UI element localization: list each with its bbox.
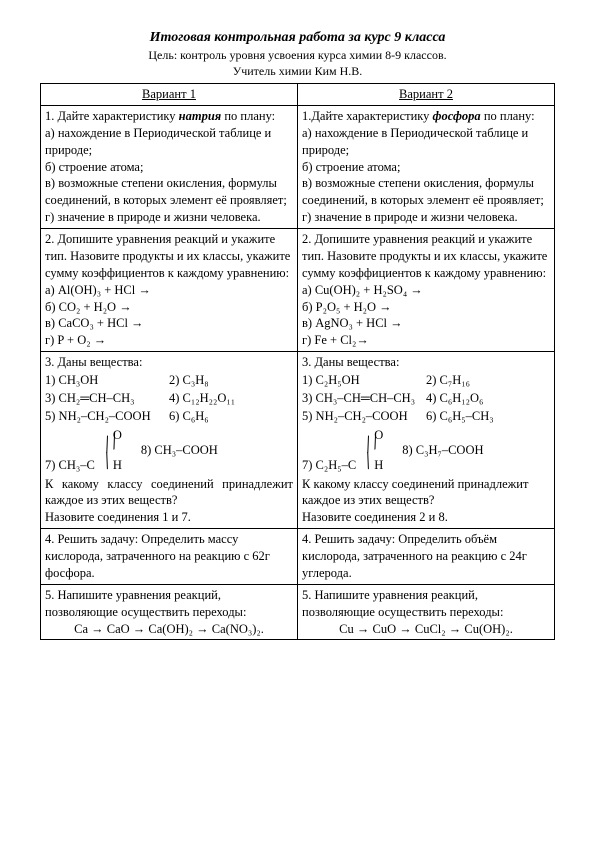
aldehyde-structure-icon: O ╱╱ ╲ H <box>356 427 394 469</box>
variant2-header: Вариант 2 <box>298 84 555 106</box>
q4-v2: 4. Решить задачу: Определить объём кисло… <box>298 529 555 585</box>
page-title: Итоговая контрольная работа за курс 9 кл… <box>40 30 555 46</box>
worksheet-table: Вариант 1 Вариант 2 1. Дайте характерист… <box>40 83 555 640</box>
q2-v1: 2. Допишите уравнения реакций и укажите … <box>41 229 298 352</box>
aldehyde-structure-icon: O ╱╱ ╲ H <box>95 427 133 469</box>
q4-v1: 4. Решить задачу: Определить массу кисло… <box>41 529 298 585</box>
variant1-header: Вариант 1 <box>41 84 298 106</box>
q3-v1: 3. Даны вещества: 1) CH₃OH2) C₃H₈ 3) CH₂… <box>41 352 298 529</box>
q1-v1: 1. Дайте характеристику натрия по плану:… <box>41 105 298 228</box>
q2-v2: 2. Допишите уравнения реакций и укажите … <box>298 229 555 352</box>
q5-v1: 5. Напишите уравнения реакций, позволяющ… <box>41 584 298 640</box>
q1-v2: 1.Дайте характеристику фосфора по плану:… <box>298 105 555 228</box>
teacher-line: Учитель химии Ким Н.В. <box>40 64 555 79</box>
q5-v2: 5. Напишите уравнения реакций, позволяющ… <box>298 584 555 640</box>
q3-v2: 3. Даны вещества: 1) C₂H₅OH2) C₇H₁₆ 3) C… <box>298 352 555 529</box>
page-subtitle: Цель: контроль уровня усвоения курса хим… <box>40 48 555 63</box>
